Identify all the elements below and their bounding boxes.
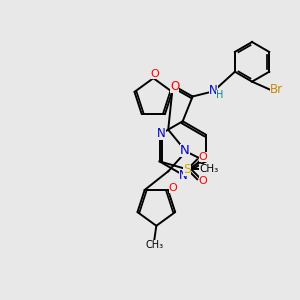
Text: CH₃: CH₃: [200, 164, 219, 174]
Text: H: H: [216, 89, 223, 100]
Text: O: O: [170, 80, 179, 93]
Text: S: S: [183, 163, 191, 176]
Text: O: O: [199, 176, 208, 186]
Text: N: N: [209, 84, 218, 97]
Text: N: N: [179, 169, 188, 182]
Text: Br: Br: [270, 83, 284, 96]
Text: O: O: [169, 183, 177, 193]
Text: CH₃: CH₃: [145, 240, 164, 250]
Text: N: N: [180, 144, 190, 157]
Text: O: O: [150, 69, 159, 79]
Text: O: O: [199, 152, 208, 162]
Text: N: N: [157, 127, 166, 140]
